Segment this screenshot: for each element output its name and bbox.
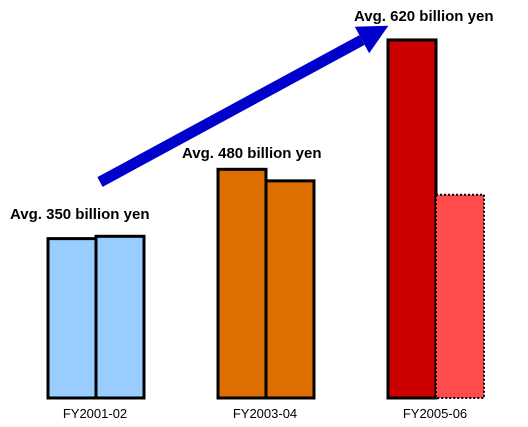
bar-fy2001-02-1 <box>46 237 98 400</box>
category-label-fy2001-02: FY2001-02 <box>63 406 127 421</box>
category-label-fy2003-04: FY2003-04 <box>233 406 297 421</box>
bar-fy2001-02-2 <box>94 234 146 400</box>
avg-label-fy2003-04: Avg. 480 billion yen <box>182 145 321 162</box>
avg-label-fy2001-02: Avg. 350 billion yen <box>10 206 149 223</box>
trend-arrow-head <box>354 25 389 54</box>
bars-layer <box>46 38 485 400</box>
bar-fy2005-06-1 <box>386 38 438 400</box>
trend-arrow <box>97 25 389 187</box>
bar-fy2003-04-2 <box>264 179 316 400</box>
category-label-fy2005-06: FY2005-06 <box>403 406 467 421</box>
bar-fy2003-04-1 <box>216 167 268 400</box>
bar-fy2005-06-2 <box>435 193 485 399</box>
trend-arrow-shaft <box>97 35 365 187</box>
labels-layer: Avg. 350 billion yen Avg. 480 billion ye… <box>10 8 493 421</box>
avg-label-fy2005-06: Avg. 620 billion yen <box>354 8 493 25</box>
